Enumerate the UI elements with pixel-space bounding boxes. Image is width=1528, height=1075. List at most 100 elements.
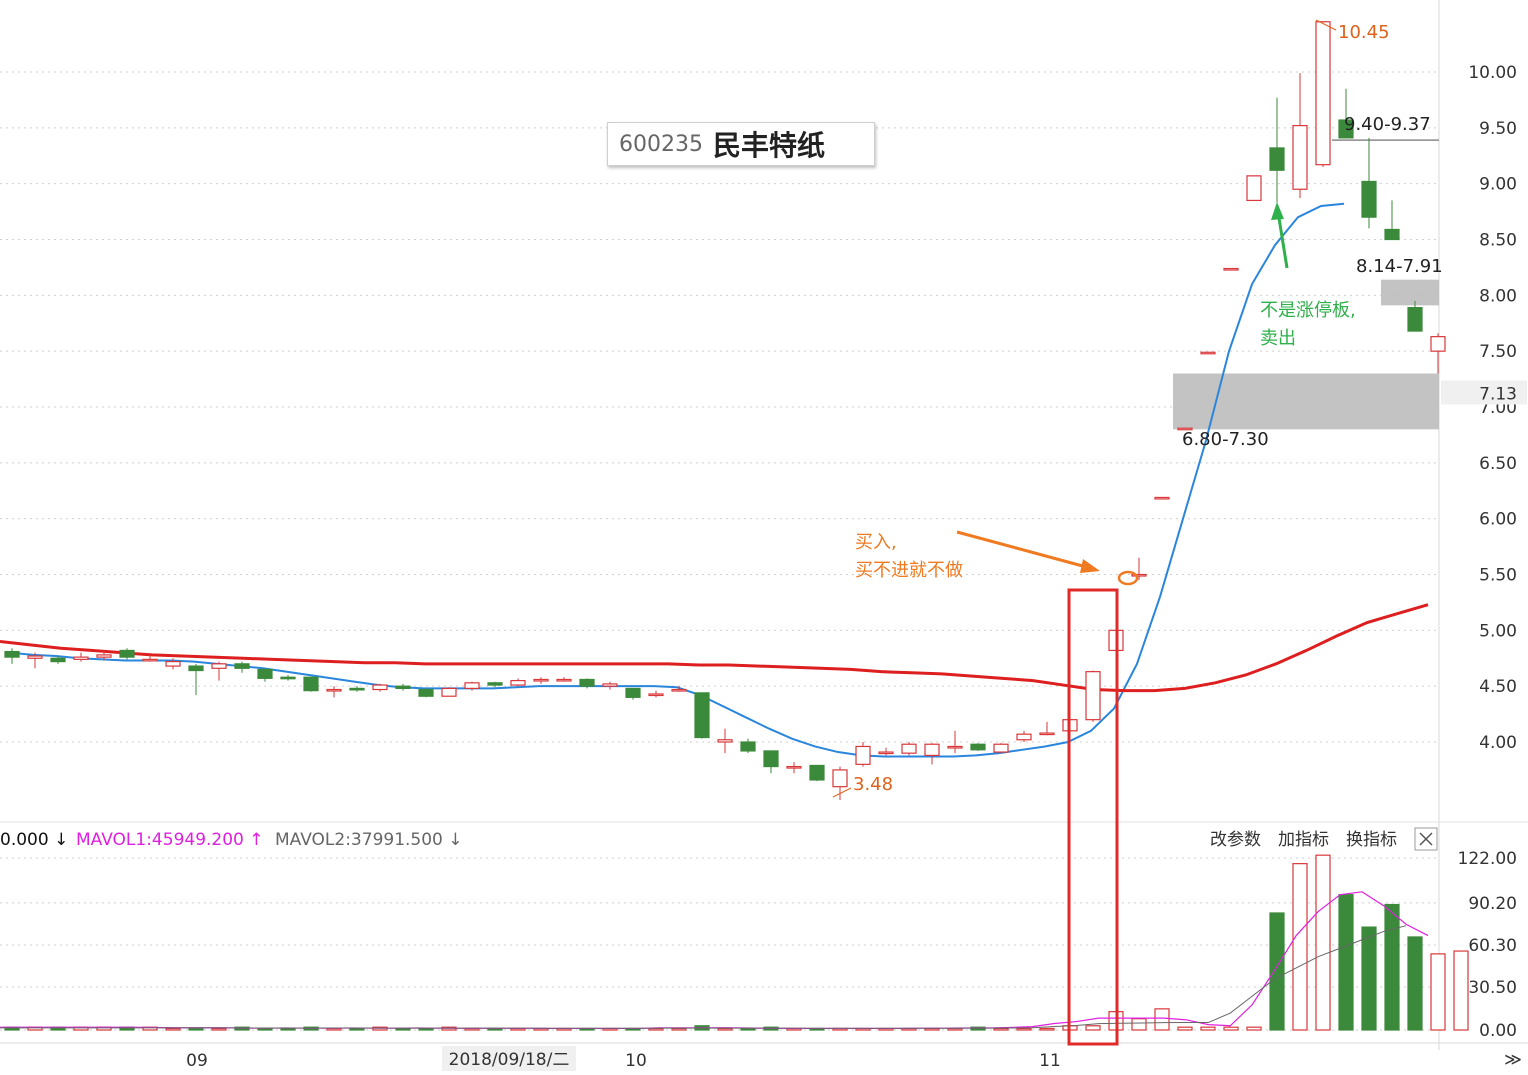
sell-arrow-head (1271, 202, 1284, 220)
add-indicator-button[interactable]: 加指标 (1278, 830, 1329, 850)
candle-body (1384, 228, 1400, 241)
price-tick-label: 6.50 (1479, 454, 1517, 474)
crosshair-date-box (442, 1046, 576, 1071)
candle-body (395, 685, 411, 690)
price-tick-label: 10.00 (1468, 63, 1517, 83)
candlestick-series (4, 21, 1446, 801)
candle-body (855, 745, 871, 765)
candle-body (625, 687, 641, 698)
stock-code: 600235 (619, 131, 703, 157)
candle-body (533, 678, 549, 682)
candle-body (50, 657, 66, 663)
volume-bar (740, 1027, 756, 1031)
high-price-label: 10.45 (1338, 22, 1390, 43)
candle-body (372, 684, 388, 691)
candle-body (1292, 124, 1308, 190)
price-tick-label: 8.00 (1479, 286, 1517, 306)
volume-bar (1200, 1026, 1216, 1031)
candle-body (464, 682, 480, 689)
volume-panel: 122.00 90.20 60.30 30.50 0.00 0.000 ↓ MAVOL1:4… (0, 827, 1522, 1071)
price-tick-label: 4.00 (1479, 733, 1517, 753)
candle-body (165, 660, 181, 667)
price-axis: 10.009.509.008.508.007.507.006.506.005.5… (1441, 63, 1527, 753)
candle-body (119, 649, 135, 658)
buy-highlight-box (1067, 588, 1119, 1046)
candle-body (27, 655, 43, 659)
sell-note-line2: 卖出 (1260, 328, 1296, 349)
candle-body (257, 668, 273, 679)
switch-indicator-button[interactable]: 换指标 (1346, 830, 1397, 850)
last-price-label: 7.13 (1479, 384, 1517, 404)
candle-body (740, 741, 756, 752)
sell-note-line1: 不是涨停板, (1260, 300, 1356, 321)
candle-body (1361, 180, 1377, 218)
candle-body (579, 678, 595, 687)
volume-bar (717, 1027, 733, 1031)
volume-bar (349, 1027, 365, 1031)
stock-name: 民丰特纸 (712, 129, 825, 162)
scroll-right-icon[interactable]: ≫ (1504, 1050, 1522, 1070)
volume-bar (1430, 953, 1446, 1031)
volume-bar (1407, 936, 1423, 1031)
price-tick-label: 9.50 (1479, 119, 1517, 139)
low-label-leader (832, 787, 852, 798)
price-tick-label: 6.00 (1479, 510, 1517, 530)
volume-tick-label: 0.00 (1479, 1021, 1517, 1041)
candle-body (763, 750, 779, 768)
volume-tick-label: 30.50 (1468, 978, 1517, 998)
candle-body (556, 678, 572, 682)
candle-body (73, 656, 89, 660)
candle-body (96, 654, 112, 658)
candle-body (1131, 573, 1147, 577)
ma-short-line (9, 202, 1345, 758)
candle-body (303, 676, 319, 692)
candle-body (970, 743, 986, 751)
candle-body (510, 679, 526, 686)
volume-legend-partial: 0.000 ↓ (0, 830, 68, 850)
candle-body (487, 682, 503, 686)
price-tick-label: 7.50 (1479, 342, 1517, 362)
candle-body (947, 745, 963, 749)
x-axis-label: 09 (186, 1051, 208, 1071)
candle-body (924, 743, 940, 757)
x-axis-date-label: 2018/09/18/二 (449, 1050, 570, 1070)
candle-body (234, 663, 250, 669)
volume-bar (1315, 854, 1331, 1031)
volume-bar (1016, 1027, 1032, 1031)
candle-body (280, 676, 296, 680)
candle-body (648, 693, 664, 697)
price-zone (1381, 279, 1439, 306)
volume-bar (671, 1027, 687, 1031)
candle-body (809, 764, 825, 781)
candle-body (602, 683, 618, 687)
volume-bar (1154, 1008, 1170, 1031)
buy-arrow (956, 530, 1091, 570)
high-label-leader (1315, 19, 1337, 31)
price-zone (1173, 373, 1439, 430)
last-price-box (1441, 380, 1527, 405)
price-tick-label: 4.50 (1479, 677, 1517, 697)
candle-body (441, 687, 457, 697)
candle-body (1315, 21, 1331, 166)
volume-bar (418, 1027, 434, 1031)
zone-top-label: 9.40-9.37 (1344, 114, 1431, 135)
candle-body (326, 688, 342, 692)
candle-body (1269, 147, 1285, 171)
volume-bar (1177, 1026, 1193, 1031)
change-params-button[interactable]: 改参数 (1210, 830, 1261, 850)
buy-arrow-head (1080, 559, 1100, 573)
volume-tick-label: 60.30 (1468, 936, 1517, 956)
sell-arrow (1277, 217, 1289, 269)
volume-bar (1246, 1026, 1262, 1031)
candle-body (1338, 119, 1354, 139)
volume-legend-mavol2: MAVOL2:37991.500 ↓ (275, 830, 463, 850)
candle-body (717, 739, 733, 743)
volume-bar (1131, 1018, 1147, 1031)
candle-body (786, 765, 802, 769)
volume-bar (648, 1027, 664, 1031)
volume-legend-mavol1: MAVOL1:45949.200 ↑ (76, 830, 264, 850)
price-zones (1173, 139, 1439, 430)
candle-body (211, 663, 227, 669)
volume-bar (1085, 1025, 1101, 1031)
